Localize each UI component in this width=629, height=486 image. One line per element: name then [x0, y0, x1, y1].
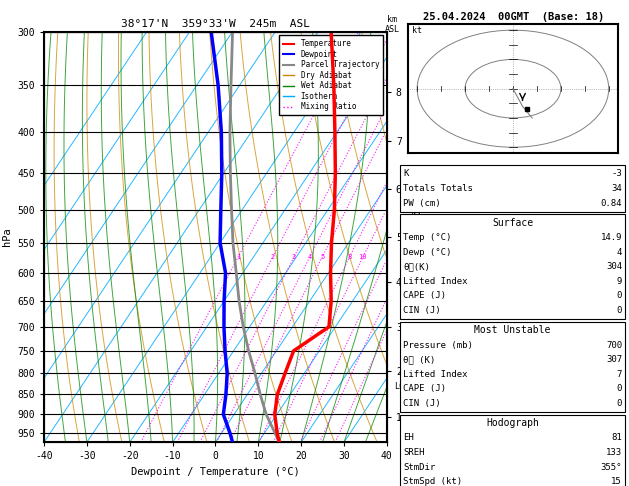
Text: 700: 700	[606, 341, 622, 349]
Text: Totals Totals: Totals Totals	[403, 184, 473, 193]
Text: 355°: 355°	[601, 463, 622, 471]
Text: © weatheronline.co.uk: © weatheronline.co.uk	[464, 471, 561, 480]
Text: 15: 15	[611, 477, 622, 486]
Text: CIN (J): CIN (J)	[403, 306, 441, 315]
Text: Dewp (°C): Dewp (°C)	[403, 248, 452, 257]
Text: Surface: Surface	[492, 218, 533, 228]
Text: Pressure (mb): Pressure (mb)	[403, 341, 473, 349]
Text: 3: 3	[292, 254, 296, 260]
Text: 2: 2	[270, 254, 275, 260]
Text: θᴇ(K): θᴇ(K)	[403, 262, 430, 271]
Text: K: K	[403, 170, 409, 178]
Text: 8: 8	[347, 254, 352, 260]
Text: 4: 4	[308, 254, 312, 260]
Text: 7: 7	[616, 370, 622, 379]
Text: CAPE (J): CAPE (J)	[403, 384, 446, 393]
Text: PW (cm): PW (cm)	[403, 199, 441, 208]
Text: 5: 5	[320, 254, 324, 260]
Title: 38°17'N  359°33'W  245m  ASL: 38°17'N 359°33'W 245m ASL	[121, 19, 310, 30]
Text: CAPE (J): CAPE (J)	[403, 292, 446, 300]
Text: 0: 0	[616, 384, 622, 393]
Text: 34: 34	[611, 184, 622, 193]
Y-axis label: hPa: hPa	[2, 227, 12, 246]
Text: 0: 0	[616, 292, 622, 300]
Text: km
ASL: km ASL	[384, 15, 399, 34]
X-axis label: Dewpoint / Temperature (°C): Dewpoint / Temperature (°C)	[131, 467, 300, 477]
Text: 0.84: 0.84	[601, 199, 622, 208]
Text: 304: 304	[606, 262, 622, 271]
Text: θᴇ (K): θᴇ (K)	[403, 355, 435, 364]
Text: -3: -3	[611, 170, 622, 178]
Text: Temp (°C): Temp (°C)	[403, 233, 452, 242]
Text: 307: 307	[606, 355, 622, 364]
Text: Lifted Index: Lifted Index	[403, 370, 468, 379]
Text: Lifted Index: Lifted Index	[403, 277, 468, 286]
Text: EH: EH	[403, 434, 414, 442]
Text: 25.04.2024  00GMT  (Base: 18): 25.04.2024 00GMT (Base: 18)	[423, 12, 604, 22]
Text: 14.9: 14.9	[601, 233, 622, 242]
Text: 81: 81	[611, 434, 622, 442]
Text: 10: 10	[359, 254, 367, 260]
Text: SREH: SREH	[403, 448, 425, 457]
Text: 0: 0	[616, 306, 622, 315]
Text: StmDir: StmDir	[403, 463, 435, 471]
Text: 1: 1	[236, 254, 240, 260]
Text: 9: 9	[616, 277, 622, 286]
Text: 0: 0	[616, 399, 622, 408]
Y-axis label: Mixing Ratio (g/kg): Mixing Ratio (g/kg)	[411, 181, 421, 293]
Text: Hodograph: Hodograph	[486, 418, 539, 428]
Text: kt: kt	[413, 26, 423, 35]
Text: StmSpd (kt): StmSpd (kt)	[403, 477, 462, 486]
Text: Most Unstable: Most Unstable	[474, 326, 551, 335]
Text: CIN (J): CIN (J)	[403, 399, 441, 408]
Legend: Temperature, Dewpoint, Parcel Trajectory, Dry Adiabat, Wet Adiabat, Isotherm, Mi: Temperature, Dewpoint, Parcel Trajectory…	[279, 35, 383, 115]
Text: 4: 4	[616, 248, 622, 257]
Text: LCL: LCL	[394, 382, 409, 391]
Text: 133: 133	[606, 448, 622, 457]
